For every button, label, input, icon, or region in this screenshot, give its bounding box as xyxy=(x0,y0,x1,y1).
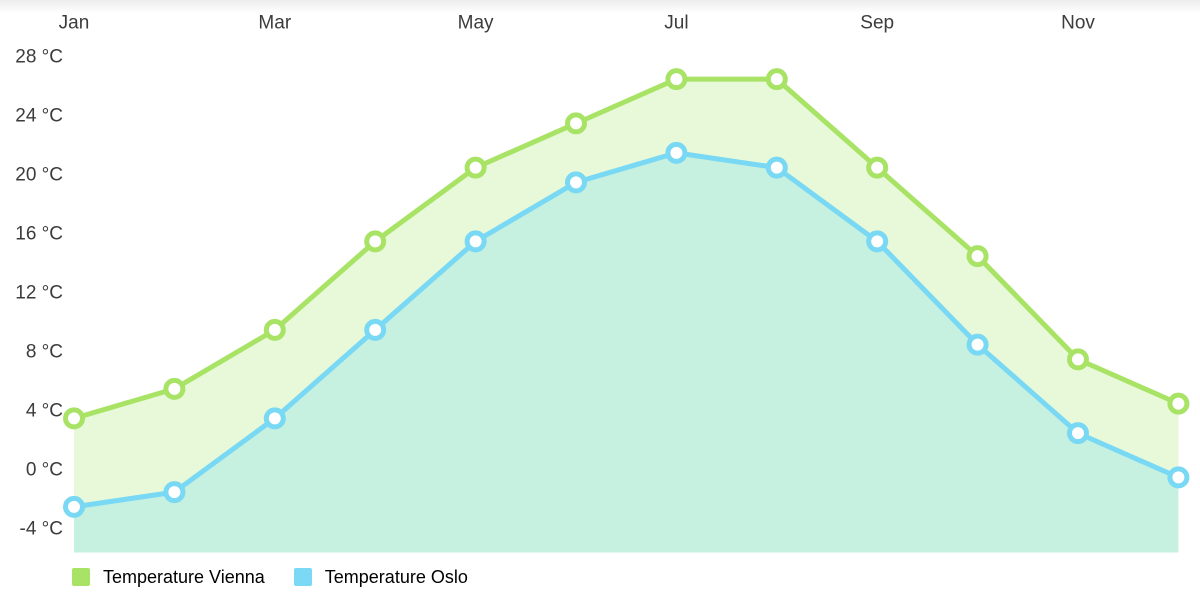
legend-item-oslo[interactable]: Temperature Oslo xyxy=(293,566,468,588)
oslo-marker-Jun[interactable] xyxy=(565,171,587,194)
oslo-marker-Sep[interactable] xyxy=(866,230,889,253)
oslo-marker-Feb[interactable] xyxy=(163,481,186,504)
oslo-area xyxy=(74,152,1179,553)
legend-item-vienna[interactable]: Temperature Vienna xyxy=(72,566,265,588)
oslo-marker-Mar[interactable] xyxy=(263,407,286,430)
y-tick-label: 0 °C xyxy=(26,460,63,481)
oslo-marker-Apr[interactable] xyxy=(364,318,387,341)
chart-legend: Temperature Vienna Temperature Oslo xyxy=(72,566,468,588)
vienna-marker-Jan[interactable] xyxy=(63,407,85,430)
y-tick-label: 8 °C xyxy=(26,342,63,363)
x-tick-label: Nov xyxy=(1061,13,1095,34)
vienna-marker-Oct[interactable] xyxy=(966,245,989,268)
oslo-marker-Nov[interactable] xyxy=(1067,422,1089,445)
x-tick-label: Jan xyxy=(59,13,90,34)
vienna-swatch xyxy=(72,568,90,586)
y-tick-label: 20 °C xyxy=(15,165,63,186)
y-tick-label: 24 °C xyxy=(15,106,63,127)
vienna-marker-Nov[interactable] xyxy=(1067,348,1089,371)
oslo-line xyxy=(71,150,1181,510)
oslo-marker-Jul[interactable] xyxy=(665,141,688,164)
oslo-marker-Aug[interactable] xyxy=(765,156,788,179)
vienna-marker-Mar[interactable] xyxy=(263,318,286,341)
oslo-swatch xyxy=(293,568,312,586)
x-tick-label: Mar xyxy=(258,13,291,34)
y-tick-label: 12 °C xyxy=(15,283,63,304)
x-tick-label: May xyxy=(458,13,494,34)
y-tick-label: 4 °C xyxy=(26,401,63,422)
oslo-marker-Jan[interactable] xyxy=(63,495,85,518)
y-tick-label: 28 °C xyxy=(15,47,63,68)
vienna-marker-Sep[interactable] xyxy=(866,156,889,179)
vienna-marker-Jun[interactable] xyxy=(565,112,587,135)
x-tick-label: Sep xyxy=(860,13,894,34)
vienna-marker-May[interactable] xyxy=(464,156,487,179)
oslo-marker-Dec[interactable] xyxy=(1167,466,1190,489)
vienna-marker-Feb[interactable] xyxy=(163,377,186,400)
y-tick-label: 16 °C xyxy=(15,224,63,245)
vienna-marker-Dec[interactable] xyxy=(1167,392,1190,415)
vienna-line xyxy=(71,76,1181,421)
vienna-marker-Apr[interactable] xyxy=(364,230,387,253)
y-tick-label: -4 °C xyxy=(20,519,64,540)
oslo-legend-label: Temperature Oslo xyxy=(324,567,468,587)
x-tick-label: Jul xyxy=(664,13,688,34)
vienna-marker-Aug[interactable] xyxy=(765,68,788,91)
oslo-marker-Oct[interactable] xyxy=(966,333,989,356)
vienna-legend-label: Temperature Vienna xyxy=(103,567,265,587)
vienna-marker-Jul[interactable] xyxy=(665,68,688,91)
oslo-marker-May[interactable] xyxy=(464,230,487,253)
